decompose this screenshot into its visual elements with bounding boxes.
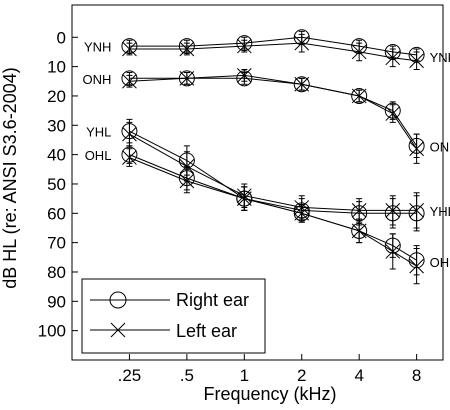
x-tick-label: 2 bbox=[297, 366, 306, 385]
y-tick-label: 50 bbox=[47, 175, 66, 194]
group-onh bbox=[121, 68, 425, 164]
series-line-right-ear bbox=[129, 36, 417, 56]
data-point-x bbox=[294, 76, 310, 92]
series-line-left-ear bbox=[129, 74, 418, 150]
data-point-x bbox=[236, 68, 252, 83]
data-point-x bbox=[409, 141, 424, 157]
data-point-circle bbox=[293, 76, 310, 93]
y-tick-label: 70 bbox=[47, 234, 66, 253]
group-label-left: OHL bbox=[85, 148, 112, 163]
group-label-right: YNH bbox=[430, 50, 450, 65]
group-label-left: ONH bbox=[83, 72, 112, 87]
data-point-x bbox=[409, 53, 424, 69]
data-point-x bbox=[294, 35, 310, 51]
x-tick-label: 4 bbox=[354, 366, 363, 385]
group-ohl bbox=[121, 145, 425, 285]
legend-label-right-ear: Right ear bbox=[176, 290, 249, 310]
data-point-x bbox=[122, 150, 137, 165]
legend-label-left-ear: Left ear bbox=[176, 321, 237, 341]
x-tick-label: .25 bbox=[118, 366, 142, 385]
data-point-x bbox=[179, 41, 195, 57]
legend-marker-x bbox=[110, 322, 126, 338]
y-tick-label: 90 bbox=[47, 292, 66, 311]
data-point-x bbox=[294, 205, 310, 221]
plot-frame bbox=[71, 4, 444, 361]
data-point-x bbox=[409, 203, 424, 218]
x-tick-label: 1 bbox=[240, 366, 249, 385]
data-point-x bbox=[351, 44, 367, 60]
data-point-x bbox=[179, 173, 195, 189]
data-point-x bbox=[179, 70, 195, 86]
axes: 0 10 20 30 40 50 60 70 80 90 100 .25 .5 1 2 4 8 bbox=[38, 4, 444, 385]
x-tick-label: 8 bbox=[412, 366, 421, 385]
data-point-x bbox=[122, 126, 137, 142]
group-label-right: YHL bbox=[430, 204, 450, 219]
y-tick-label: 60 bbox=[47, 204, 66, 223]
data-point-x bbox=[236, 191, 252, 206]
legend-marker-circle bbox=[109, 291, 127, 309]
y-tick-label: 30 bbox=[47, 116, 66, 135]
data-point-x bbox=[122, 73, 137, 89]
x-tick-label: .5 bbox=[180, 366, 194, 385]
legend: Right ear Left ear bbox=[81, 278, 266, 354]
y-tick-label: 0 bbox=[57, 28, 66, 47]
y-tick-label: 40 bbox=[47, 146, 66, 165]
y-tick-label: 20 bbox=[47, 87, 66, 106]
data-point-x bbox=[351, 223, 367, 239]
data-point-x bbox=[409, 258, 424, 274]
group-label-left: YNH bbox=[84, 40, 111, 55]
data-point-x bbox=[385, 106, 401, 121]
x-axis-title: Frequency (kHz) bbox=[203, 384, 336, 404]
data-marks bbox=[121, 29, 425, 285]
series-line-right-ear bbox=[129, 77, 418, 147]
series-line-right-ear bbox=[129, 154, 417, 261]
series-line-left-ear bbox=[129, 157, 417, 267]
y-tick-label: 100 bbox=[38, 322, 66, 341]
group-label-right: OHL bbox=[430, 255, 450, 270]
y-axis-title: dB HL (re: ANSI S3.6-2004) bbox=[0, 67, 20, 288]
data-point-x bbox=[385, 203, 401, 218]
data-point-x bbox=[385, 244, 401, 259]
data-point-x bbox=[351, 203, 367, 218]
group-ynh bbox=[121, 29, 425, 71]
data-point-x bbox=[385, 50, 401, 66]
data-point-circle bbox=[351, 87, 368, 104]
data-point-x bbox=[351, 88, 367, 104]
group-yhl bbox=[121, 118, 425, 232]
data-point-x bbox=[236, 38, 252, 54]
y-tick-label: 10 bbox=[47, 58, 66, 77]
y-tick-label: 80 bbox=[47, 263, 66, 282]
group-labels: YNH YNH ONH ONH YHL YHL OHL OHL bbox=[83, 40, 450, 271]
data-point-x bbox=[122, 41, 137, 57]
group-label-right: ONH bbox=[430, 139, 450, 154]
group-label-left: YHL bbox=[86, 125, 111, 140]
legend-box bbox=[81, 278, 266, 354]
